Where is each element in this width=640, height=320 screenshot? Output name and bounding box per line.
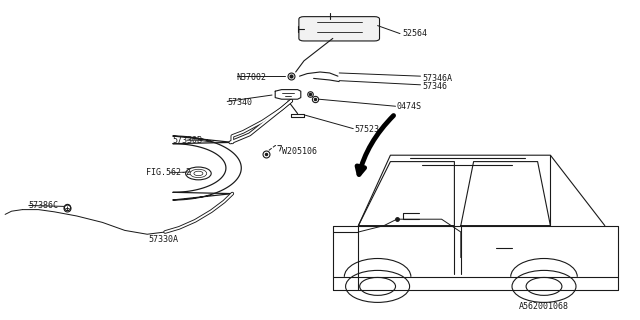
Text: N37002: N37002 <box>237 73 267 82</box>
Text: 57340: 57340 <box>227 98 252 107</box>
Text: FIG.562-2: FIG.562-2 <box>146 168 191 177</box>
Text: 57523: 57523 <box>355 125 380 134</box>
Text: 57330A: 57330A <box>148 235 179 244</box>
FancyBboxPatch shape <box>299 17 380 41</box>
Text: A562001068: A562001068 <box>518 302 568 311</box>
Text: 57330B: 57330B <box>173 136 203 145</box>
Text: 0474S: 0474S <box>397 102 422 111</box>
Text: 57346A: 57346A <box>422 74 452 83</box>
Text: 52564: 52564 <box>402 29 427 38</box>
Text: 57346: 57346 <box>422 82 447 91</box>
Text: 57386C: 57386C <box>29 201 59 210</box>
Text: W205106: W205106 <box>282 147 317 156</box>
